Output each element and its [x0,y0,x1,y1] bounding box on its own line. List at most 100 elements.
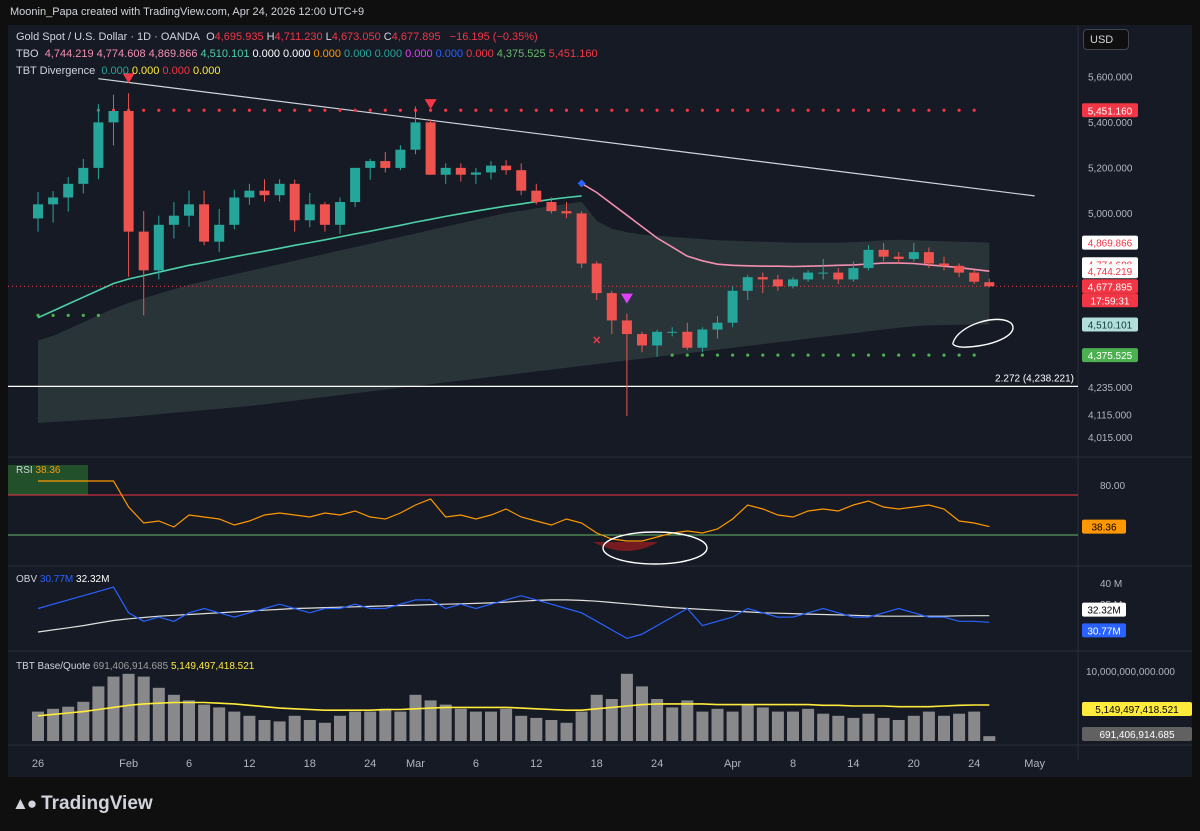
support-dot-left [51,313,55,318]
candle-body [289,183,300,221]
legend-tbo-row[interactable]: TBO 4,744.219 4,774.608 4,869.866 4,510.101… [16,48,604,60]
candle-body [546,202,557,212]
support-dot [912,353,916,357]
support-dot [957,353,961,357]
rsi-line [38,480,990,542]
volume-bar [107,676,120,741]
obv-axis-tag [1082,623,1126,638]
legend-value: 4,375.525 [496,48,546,60]
price-axis-tag [1082,293,1138,308]
volume-bar [228,711,241,741]
price-axis-tag-text: 4,744.219 [1088,267,1133,278]
volume-bar [560,722,573,741]
obv-tick-label: 40 M [1100,579,1122,590]
volume-bar [756,707,769,741]
candle-body [621,320,632,335]
price-tick-label: 4,115.000 [1088,410,1132,421]
candle-body [425,122,436,175]
legend-value: 4,744.219 [44,48,94,60]
candle-body [939,263,949,266]
signal-down-triangle [424,99,437,110]
price-change: −16.195 (−0.35%) [449,31,538,43]
support-dot [776,353,780,357]
candle-body [501,165,512,171]
resistance-dot [187,108,191,112]
volume-bar [877,717,890,741]
candle-body [531,190,542,203]
price-tick-label: 4,015.000 [1088,433,1133,444]
legend-value: 0.000 [252,48,280,60]
chart-canvas[interactable]: 2.272 (4,238.221) 5,600.000 5,400.000 5,200… [8,25,1192,777]
resistance-dot [761,108,765,112]
legend-value: 0.000 [435,48,464,60]
volume-bar [334,715,346,741]
symbol-title[interactable]: Gold Spot / U.S. Dollar · 1D · OANDA [16,31,200,43]
legend-value: 4,677.895 [391,31,441,43]
candle-body [788,279,798,287]
currency-button[interactable]: USD [1083,29,1129,50]
obv-legend[interactable]: OBV 30.77M 32.32M [16,574,109,585]
price-tick-label: 5,000.000 [1088,209,1133,220]
support-dot [972,353,976,357]
candle-body [395,149,406,168]
volume-bar [892,720,905,741]
candle-body [138,231,149,271]
legend-divergence-row[interactable]: TBT Divergence 0.000 0.000 0.000 0.000 [16,65,226,77]
price-axis-tag [1082,264,1138,279]
resistance-dot [549,108,554,112]
candle-body [576,213,587,264]
support-dot [821,353,825,357]
time-tick-label: Feb [119,758,138,770]
resistance-dot [353,108,357,112]
resistance-dot [882,108,886,112]
resistance-dot [278,108,282,112]
volume-bar [953,713,966,741]
support-dot [806,353,810,357]
support-dot [746,353,750,357]
resistance-dot [398,108,402,112]
rsi-label: RSI [16,465,33,476]
signal-down-triangle [620,293,633,304]
support-dot-left [36,313,40,318]
volume-bar [832,715,845,741]
legend-value: 0.000 [101,65,129,77]
tbo-cloud [38,201,990,423]
signal-cross [593,336,601,344]
tradingview-logo[interactable]: ▲● TradingView [12,793,153,815]
candle-body [244,190,255,198]
resistance-dot [444,108,448,112]
legend-value: 0.000 [192,65,221,77]
volume-bar [409,694,422,741]
volume-bar [454,708,467,741]
time-tick-label: Apr [724,758,741,770]
volume-bar [424,700,437,741]
price-tick-label: 5,600.000 [1088,72,1133,83]
volume-bar [515,715,528,741]
time-tick-label: 24 [968,758,980,770]
price-tick-label: 4,235.000 [1088,383,1133,394]
volume-bar [605,699,618,741]
basequote-legend[interactable]: TBT Base/Quote 691,406,914.685 5,149,497… [16,661,254,672]
basequote-value-2: 5,149,497,418.521 [170,661,255,672]
rsi-legend[interactable]: RSI 38.36 [16,465,60,476]
legend-value: 0.000 [466,48,494,60]
time-tick-label: 14 [847,758,859,770]
candle-body [727,290,738,323]
legend-value: 0.000 [405,48,433,60]
rsi-axis-tag [1082,519,1126,534]
resistance-dot [293,108,297,112]
time-tick-label: 18 [591,758,603,770]
price-axis-tag [1082,348,1138,363]
resistance-dot [489,108,493,112]
rsi-value: 38.36 [35,465,61,476]
basequote-label: TBT Base/Quote [16,661,91,672]
volume-bar [349,711,362,741]
descending-trendline [98,78,1035,197]
chart-attribution: Moonin_Papa created with TradingView.com… [10,6,365,18]
resistance-dot [519,108,523,112]
volume-bar [258,720,271,741]
candle-body [168,215,179,225]
tbo-fast-line [581,182,990,272]
candle-body [410,122,421,150]
obv-axis-tag-text: 30.77M [1087,626,1120,637]
